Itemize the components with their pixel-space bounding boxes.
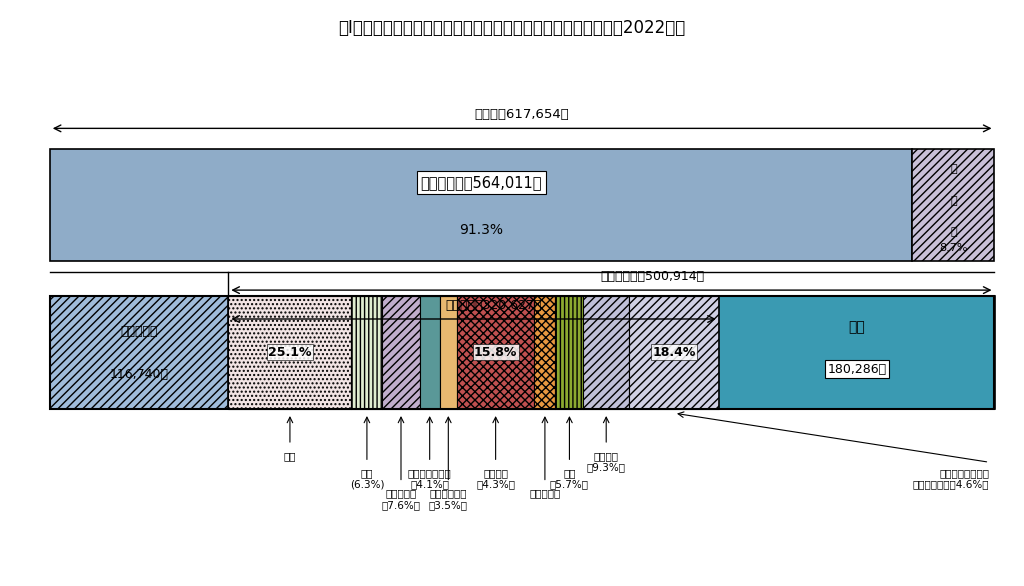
Text: 図Ⅰ－２－８　二人以上の世帯のうち勤労者世帯の家計収支　－2022年－: 図Ⅰ－２－８ 二人以上の世帯のうち勤労者世帯の家計収支 －2022年－ (338, 19, 686, 36)
Text: 食料: 食料 (284, 451, 296, 461)
Text: その他の消費支出
（うち交際費　4.6%）: その他の消費支出 （うち交際費 4.6%） (912, 468, 989, 490)
Text: 家具・家事用品
（4.1%）: 家具・家事用品 （4.1%） (408, 468, 452, 490)
Text: 非消費支出: 非消費支出 (121, 325, 158, 339)
Text: 交通・通信: 交通・通信 (529, 488, 560, 498)
Bar (50, 149, 912, 261)
Text: 他: 他 (950, 227, 956, 237)
Text: 91.3%: 91.3% (459, 223, 503, 237)
Text: 光熱・水道
（7.6%）: 光熱・水道 （7.6%） (382, 488, 421, 510)
Text: 可処分所得　500,914円: 可処分所得 500,914円 (600, 270, 705, 283)
Bar (629, 296, 719, 408)
Bar (50, 296, 994, 408)
Text: 消費支出　320,627円: 消費支出 320,627円 (445, 299, 542, 312)
Text: 保健医療
（4.3%）: 保健医療 （4.3%） (476, 468, 515, 490)
Text: 被服及び履物
（3.5%）: 被服及び履物 （3.5%） (429, 488, 468, 510)
Text: 15.8%: 15.8% (474, 346, 517, 359)
Bar (351, 296, 382, 408)
Text: 8.7%: 8.7% (939, 243, 968, 253)
Bar (719, 296, 995, 408)
Text: そ: そ (950, 164, 956, 174)
Bar (50, 296, 228, 408)
Text: 25.1%: 25.1% (268, 346, 311, 359)
Text: 実収入　617,654円: 実収入 617,654円 (475, 108, 569, 121)
Bar (420, 296, 439, 408)
Text: 18.4%: 18.4% (652, 346, 695, 359)
Bar (439, 296, 457, 408)
Text: 180,286円: 180,286円 (827, 363, 887, 376)
Text: 勤め先収入　564,011円: 勤め先収入 564,011円 (421, 175, 542, 190)
Text: 教育
（5.7%）: 教育 （5.7%） (550, 468, 589, 490)
Bar (584, 296, 629, 408)
Bar (382, 296, 420, 408)
Bar (912, 149, 994, 261)
Bar (457, 296, 535, 408)
Text: 教養娯楽
（9.3%）: 教養娯楽 （9.3%） (587, 451, 626, 472)
Bar (228, 296, 351, 408)
Bar (535, 296, 555, 408)
Text: の: の (950, 196, 956, 206)
Text: 黒字: 黒字 (849, 321, 865, 335)
Bar (555, 296, 584, 408)
Text: 116,740円: 116,740円 (110, 368, 169, 381)
Text: 住居
(6.3%): 住居 (6.3%) (349, 468, 384, 490)
